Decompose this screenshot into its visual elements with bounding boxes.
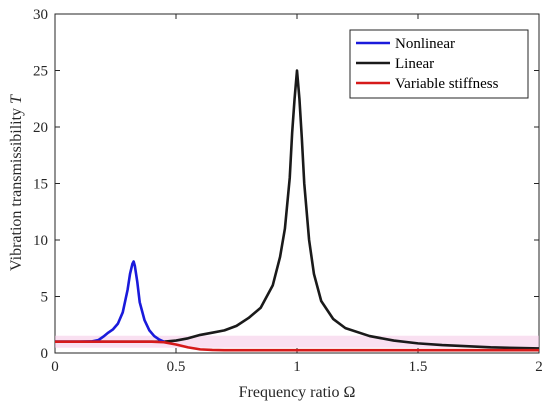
y-tick-label: 5	[41, 290, 49, 306]
x-tick-label: 0.5	[167, 359, 186, 375]
x-tick-label: 2	[535, 359, 543, 375]
x-tick-label: 0	[51, 359, 59, 375]
y-tick-label: 25	[33, 64, 48, 80]
x-tick-label: 1.5	[409, 359, 428, 375]
legend-label: Variable stiffness	[395, 76, 499, 92]
y-axis-label-symbol: T	[8, 94, 25, 104]
y-tick-label: 20	[33, 120, 48, 136]
y-tick-label: 10	[33, 233, 48, 249]
series-line-linear	[55, 69, 539, 350]
series-lines	[55, 69, 539, 352]
legend-label: Linear	[395, 56, 434, 72]
y-tick-label: 15	[33, 177, 48, 193]
series-line-nonlinear	[55, 260, 166, 344]
legend: Nonlinear Linear Variable stiffness	[349, 29, 529, 99]
y-tick-label: 0	[41, 346, 49, 362]
x-axis-label: Frequency ratio Ω	[239, 384, 356, 401]
y-tick-label: 30	[33, 7, 48, 23]
y-axis-label: Vibration transmissibility T	[8, 94, 25, 271]
x-tick-label: 1	[293, 359, 301, 375]
legend-label: Nonlinear	[395, 36, 455, 52]
series-line-variable-stiffness	[55, 340, 539, 352]
y-axis-label-text: Vibration transmissibility	[8, 108, 25, 271]
